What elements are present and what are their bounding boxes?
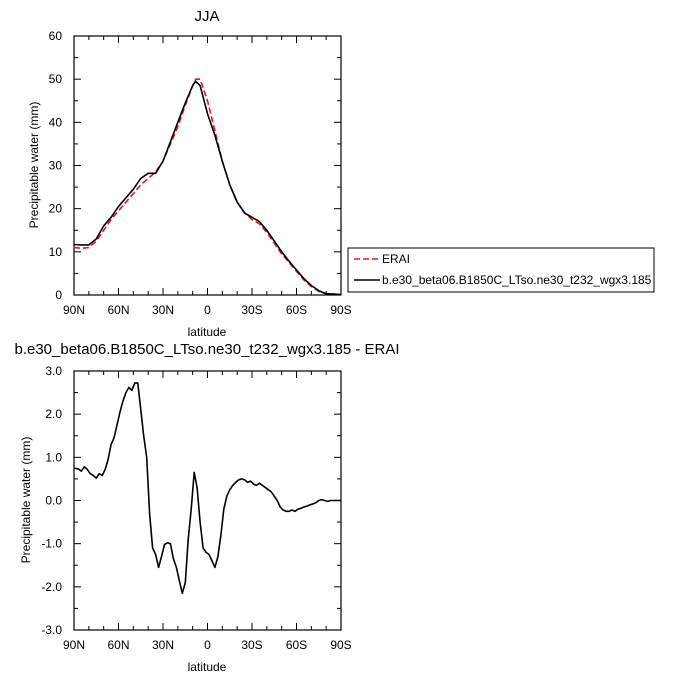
bottom-panel: b.e30_beta06.B1850C_LTso.ne30_t232_wgx3.… — [14, 341, 399, 674]
top-x-tick-label: 30N — [152, 303, 174, 317]
bottom-x-tick-label: 90N — [63, 638, 85, 652]
bottom-x-axis-label: latitude — [188, 660, 227, 674]
bottom-x-tick-label: 60N — [107, 638, 129, 652]
bottom-x-tick-label: 30S — [241, 638, 262, 652]
top-x-axis-label: latitude — [188, 325, 227, 339]
bottom-x-tick-label: 90S — [330, 638, 351, 652]
top-x-tick-label: 90S — [330, 303, 351, 317]
legend-label-erai: ERAI — [382, 252, 410, 266]
top-y-tick-label: 0 — [55, 288, 62, 302]
top-y-tick-label: 50 — [49, 72, 63, 86]
legend: ERAI b.e30_beta06.B1850C_LTso.ne30_t232_… — [347, 247, 655, 293]
bottom-y-tick-label: 1.0 — [45, 450, 62, 464]
top-x-tick-label: 60S — [286, 303, 307, 317]
legend-box — [347, 247, 655, 293]
top-x-tick-label: 60N — [107, 303, 129, 317]
top-x-tick-label: 0 — [204, 303, 211, 317]
bottom-series-line-0 — [73, 382, 341, 595]
bottom-y-axis-label: Precipitable water (mm) — [19, 437, 33, 564]
bottom-y-tick-label: -2.0 — [41, 580, 62, 594]
top-series-line-b-e30-beta06-b1850c-ltso — [73, 80, 342, 296]
bottom-plot-frame — [73, 370, 342, 631]
top-y-axis-label: Precipitable water (mm) — [27, 102, 41, 229]
bottom-y-tick-label: 0.0 — [45, 494, 62, 508]
top-panel: JJA 90N 60N 30N 0 30S 60S 90S 0 10 20 30 40 50 60 lat… — [27, 8, 352, 339]
top-y-tick-label: 20 — [49, 202, 63, 216]
top-chart-title: JJA — [194, 8, 219, 25]
top-x-tick-label: 90N — [63, 303, 85, 317]
bottom-chart-title: b.e30_beta06.B1850C_LTso.ne30_t232_wgx3.… — [14, 341, 399, 358]
bottom-y-tick-label: -3.0 — [41, 623, 62, 637]
top-series-line-erai — [73, 78, 342, 296]
top-axis-ticks: 90N 60N 30N 0 30S 60S 90S 0 10 20 30 40 50 60 — [49, 29, 352, 317]
top-plot-frame — [73, 35, 342, 296]
bottom-x-tick-label: 60S — [286, 638, 307, 652]
bottom-x-tick-label: 30N — [152, 638, 174, 652]
bottom-y-tick-label: -1.0 — [41, 537, 62, 551]
top-y-tick-label: 40 — [49, 115, 63, 129]
top-series-group — [73, 78, 342, 296]
top-y-tick-label: 60 — [49, 29, 63, 43]
bottom-y-tick-label: 2.0 — [45, 407, 62, 421]
top-y-tick-label: 10 — [49, 245, 63, 259]
top-x-tick-label: 30S — [241, 303, 262, 317]
legend-label-model: b.e30_beta06.B1850C_LTso.ne30_t232_wgx3.… — [382, 273, 652, 287]
bottom-x-tick-label: 0 — [204, 638, 211, 652]
top-y-tick-label: 30 — [49, 159, 63, 173]
bottom-y-tick-label: 3.0 — [45, 364, 62, 378]
bottom-axis-ticks: 90N 60N 30N 0 30S 60S 90S -3.0 -2.0 -1.0 0.0 1.0 2.0… — [41, 364, 351, 652]
bottom-series-group — [73, 382, 341, 595]
